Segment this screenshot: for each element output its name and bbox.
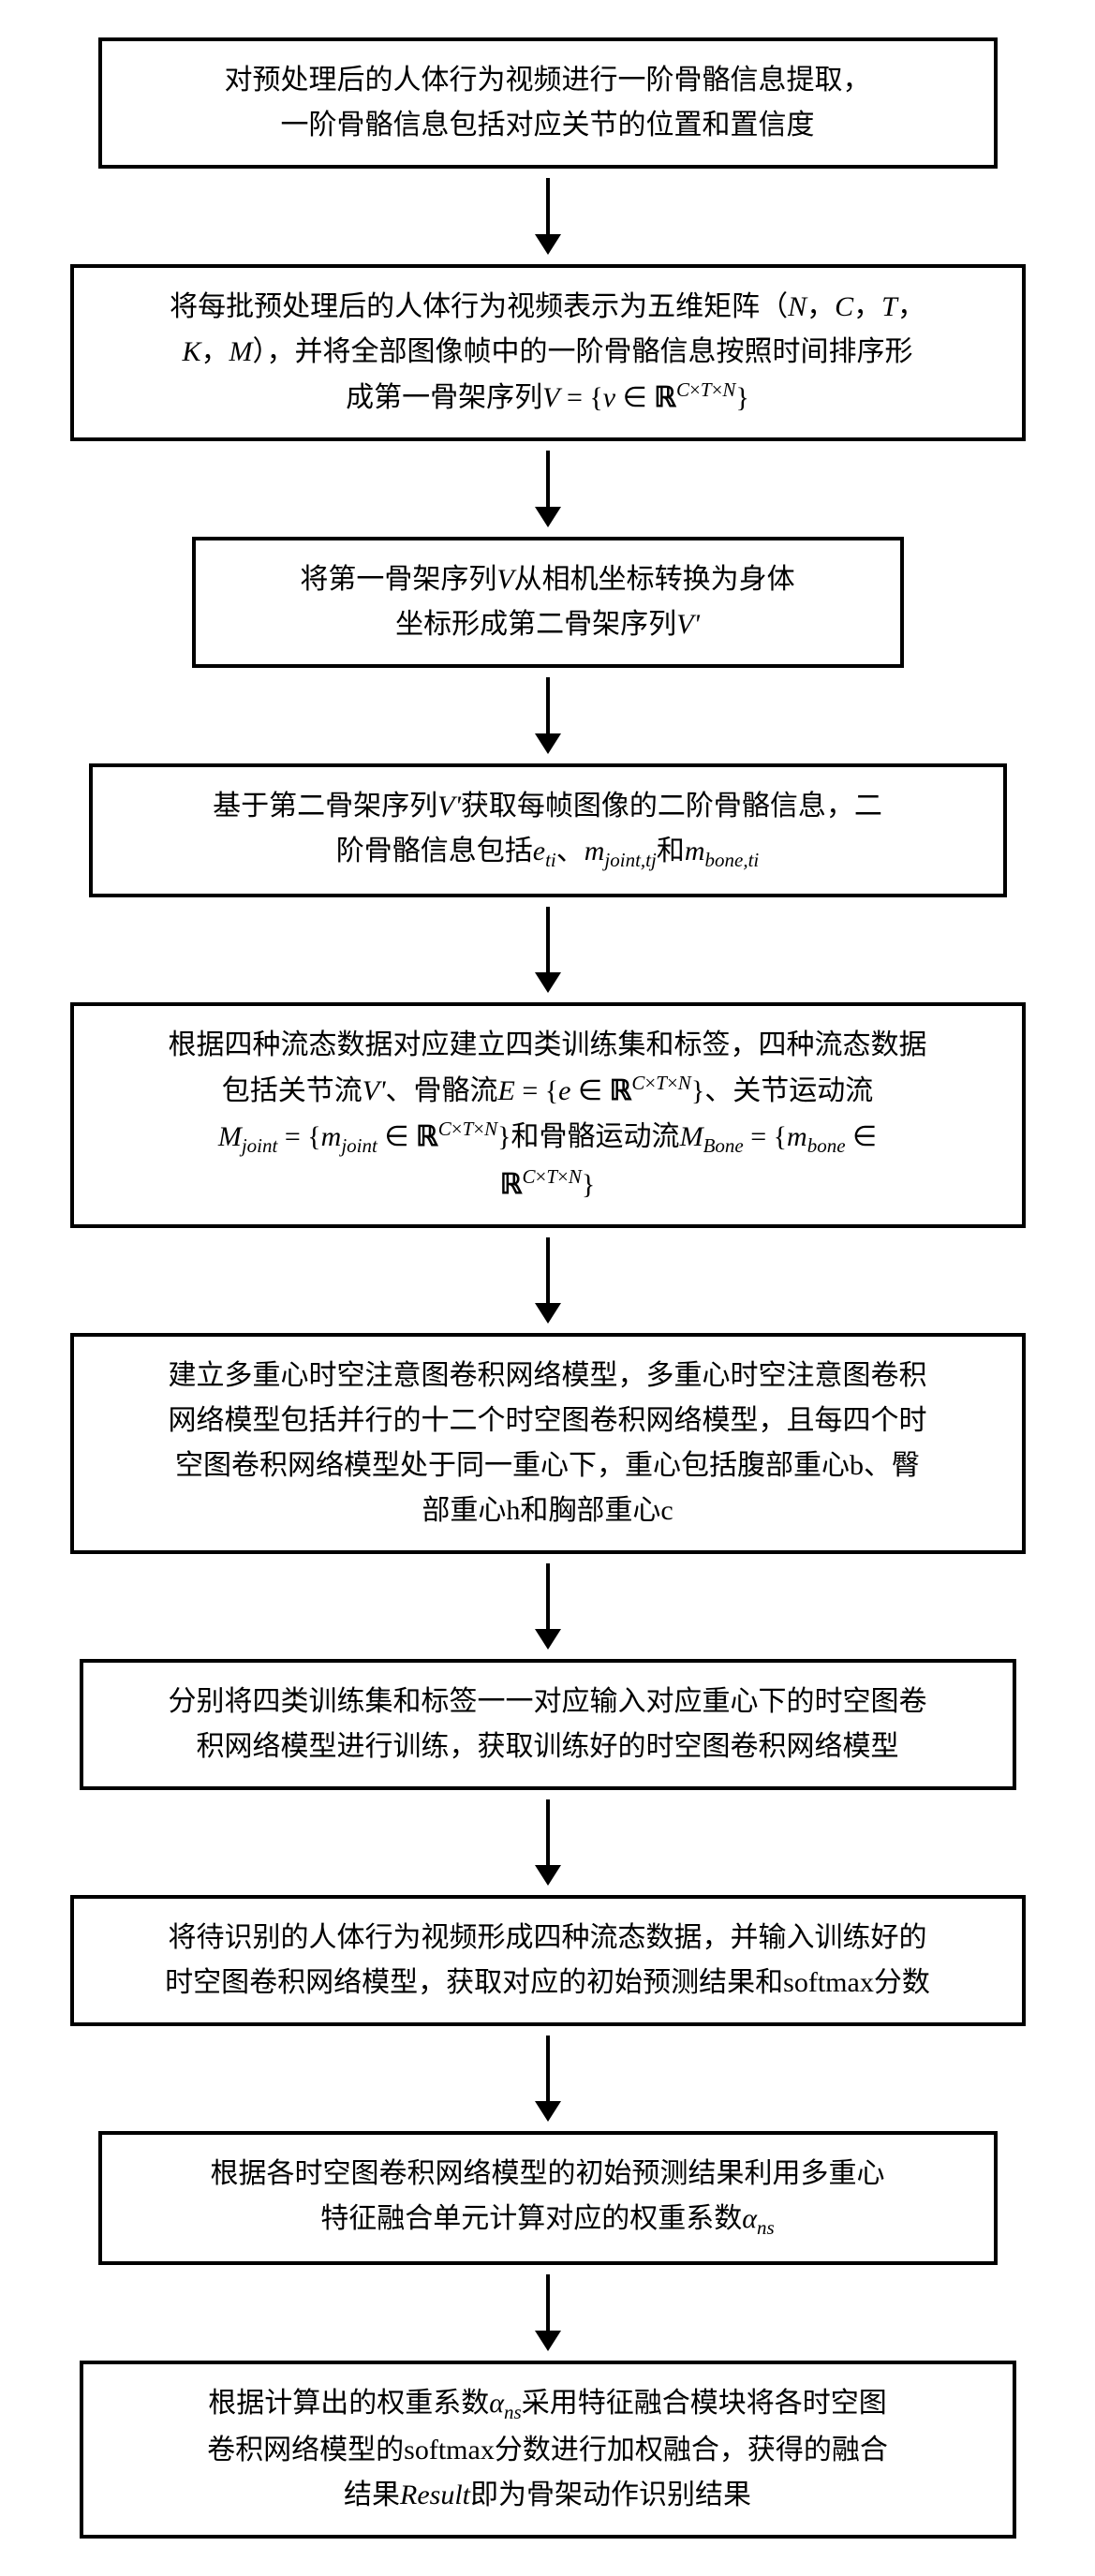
- arrow-down-icon: [535, 2274, 561, 2351]
- arrow-down-icon: [535, 1237, 561, 1324]
- arrow-down-icon: [535, 451, 561, 527]
- flow-node-n3: 将第一骨架序列V从相机坐标转换为身体坐标形成第二骨架序列V': [192, 537, 904, 668]
- arrow-down-icon: [535, 907, 561, 993]
- flow-node-n1: 对预处理后的人体行为视频进行一阶骨骼信息提取，一阶骨骼信息包括对应关节的位置和置…: [98, 37, 998, 169]
- flow-node-n7: 分别将四类训练集和标签一一对应输入对应重心下的时空图卷积网络模型进行训练，获取训…: [80, 1659, 1016, 1790]
- arrow-down-icon: [535, 1563, 561, 1650]
- flow-node-n9: 根据各时空图卷积网络模型的初始预测结果利用多重心特征融合单元计算对应的权重系数α…: [98, 2131, 998, 2265]
- flow-node-n5: 根据四种流态数据对应建立四类训练集和标签，四种流态数据包括关节流V'、骨骼流E …: [70, 1002, 1026, 1229]
- flow-node-n2: 将每批预处理后的人体行为视频表示为五维矩阵（N，C，T，K，M），并将全部图像帧…: [70, 264, 1026, 441]
- arrow-down-icon: [535, 178, 561, 255]
- flow-node-n4: 基于第二骨架序列V'获取每帧图像的二阶骨骼信息，二阶骨骼信息包括eti、mjoi…: [89, 763, 1007, 897]
- arrow-down-icon: [535, 677, 561, 754]
- flow-node-n6: 建立多重心时空注意图卷积网络模型，多重心时空注意图卷积网络模型包括并行的十二个时…: [70, 1333, 1026, 1554]
- arrow-down-icon: [535, 1799, 561, 1886]
- flow-node-n10: 根据计算出的权重系数αns采用特征融合模块将各时空图卷积网络模型的softmax…: [80, 2361, 1016, 2539]
- arrow-down-icon: [535, 2036, 561, 2122]
- flowchart-container: 对预处理后的人体行为视频进行一阶骨骼信息提取，一阶骨骼信息包括对应关节的位置和置…: [70, 37, 1026, 2539]
- flow-node-n8: 将待识别的人体行为视频形成四种流态数据，并输入训练好的时空图卷积网络模型，获取对…: [70, 1895, 1026, 2026]
